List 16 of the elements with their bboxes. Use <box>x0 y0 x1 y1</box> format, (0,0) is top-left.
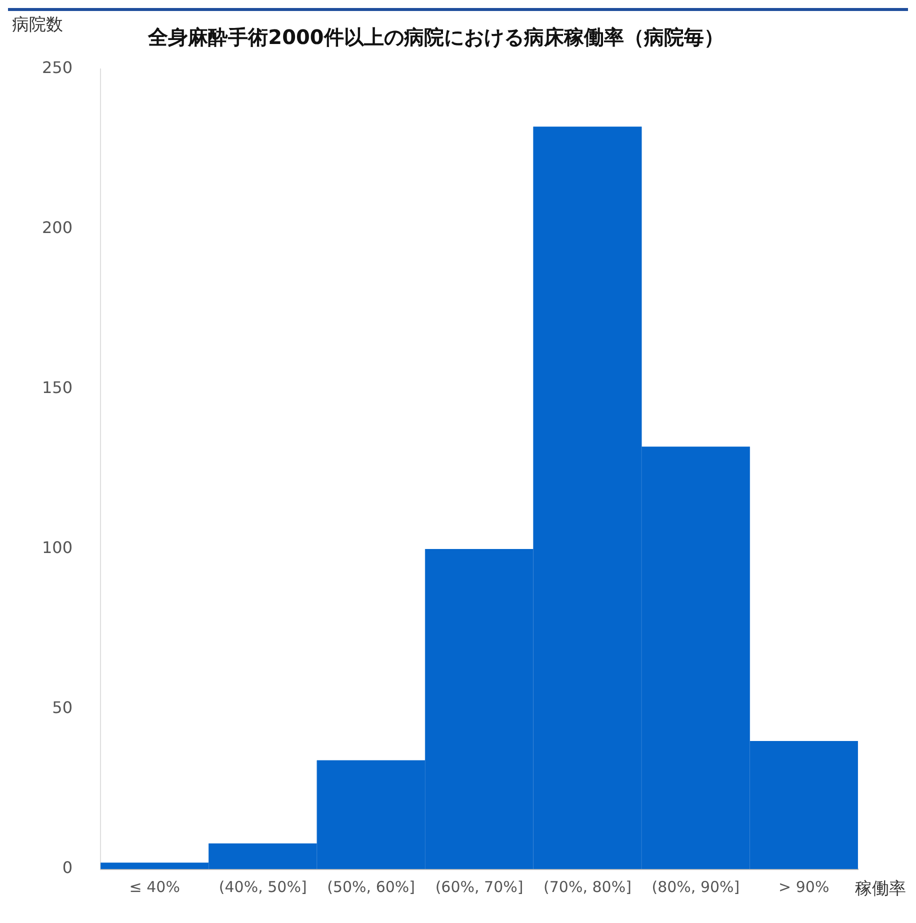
x-tick-label: (80%, 90%] <box>652 878 740 896</box>
x-tick-label: ≤ 40% <box>129 878 180 896</box>
x-tick-label: > 90% <box>778 878 830 896</box>
y-tick-label: 100 <box>42 538 73 558</box>
y-tick-label: 200 <box>42 218 73 238</box>
x-tick-label: (70%, 80%] <box>544 878 632 896</box>
y-tick-label: 0 <box>62 858 73 878</box>
x-tick-label: (40%, 50%] <box>218 878 307 896</box>
chart-title: 全身麻酔手術2000件以上の病院における病床稼働率（病院毎） <box>147 25 724 50</box>
y-tick-label: 50 <box>52 698 73 718</box>
x-axis-title: 稼働率 <box>855 878 906 899</box>
x-tick-label: (60%, 70%] <box>435 878 524 896</box>
x-tick-label: (50%, 60%] <box>327 878 416 896</box>
y-tick-label: 150 <box>42 378 73 398</box>
y-axis-title: 病院数 <box>12 14 63 35</box>
y-tick-label: 250 <box>42 58 73 78</box>
